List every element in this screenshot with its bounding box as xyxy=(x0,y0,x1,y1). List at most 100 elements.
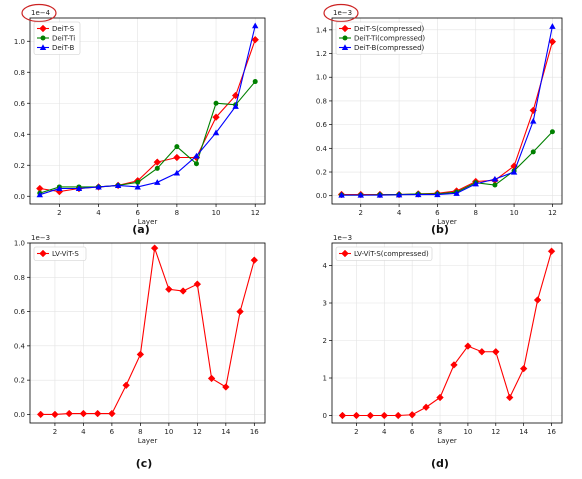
legend-marker xyxy=(39,249,47,258)
axes-frame xyxy=(29,17,266,205)
legend-marker xyxy=(40,35,46,41)
y-tick-label: 0.6 xyxy=(14,308,26,316)
y-tick-label: 0.6 xyxy=(316,121,328,129)
data-point xyxy=(510,168,518,175)
data-point xyxy=(549,23,556,29)
y-tick-label: 1.4 xyxy=(316,26,328,34)
y-tick-label: 0.8 xyxy=(14,69,25,77)
x-tick-label: 4 xyxy=(382,428,387,436)
data-point xyxy=(93,409,102,418)
axes-frame xyxy=(331,17,563,205)
x-tick-label: 2 xyxy=(359,209,363,217)
data-point xyxy=(252,79,258,85)
data-point xyxy=(150,244,159,252)
x-tick-label: 6 xyxy=(135,209,140,217)
x-tick-label: 16 xyxy=(547,428,556,436)
data-point xyxy=(422,403,430,412)
data-point xyxy=(213,100,219,106)
x-tick-label: 10 xyxy=(212,209,221,217)
x-tick-label: 10 xyxy=(164,428,173,436)
x-tick-label: 8 xyxy=(474,209,478,217)
data-point xyxy=(154,179,161,185)
data-point xyxy=(415,191,422,198)
scale-highlight-ellipse xyxy=(21,3,57,23)
data-point xyxy=(236,307,244,316)
x-tick-label: 10 xyxy=(463,428,472,436)
data-point xyxy=(212,113,220,121)
axis-scale-label: 1e−3 xyxy=(333,9,352,17)
legend-entry: DeiT-B xyxy=(52,44,75,52)
series-line-0 xyxy=(342,251,553,417)
y-tick-label: 0 xyxy=(323,412,327,420)
data-point xyxy=(492,182,498,188)
series-line-0 xyxy=(39,39,256,193)
y-tick-label: 0.2 xyxy=(316,169,327,177)
data-point xyxy=(36,191,43,198)
data-point xyxy=(395,191,403,198)
data-point xyxy=(338,411,347,420)
data-point xyxy=(134,183,141,190)
chart-panel-0: 2 4 6 8 10 120.00.20.40.60.81.0Layer1e−4DeiT-… xyxy=(14,3,266,236)
y-tick-label: 0.4 xyxy=(14,131,26,139)
chart-panel-2: 2 4 6 8 10 12 14 16 0.0 0.2 0.4 0.6 0.8 1.0 Layer 1e−3L… xyxy=(14,234,266,470)
data-point xyxy=(357,191,364,198)
legend-box xyxy=(33,246,87,261)
data-point xyxy=(174,144,180,150)
data-point xyxy=(232,103,239,109)
panel-caption: (a) xyxy=(132,223,149,236)
legend-entry: LV-ViT-S(compressed) xyxy=(354,250,429,258)
data-point xyxy=(453,190,460,196)
legend-entry: DeiT-Ti(compressed) xyxy=(354,35,425,43)
y-tick-label: 1.0 xyxy=(14,240,25,248)
y-tick-label: 0.8 xyxy=(14,274,25,282)
x-tick-label: 14 xyxy=(221,428,230,436)
x-axis-label: Layer xyxy=(437,437,457,445)
y-tick-label: 0.8 xyxy=(316,97,327,105)
x-tick-label: 2 xyxy=(57,209,61,217)
panel-caption: (d) xyxy=(431,457,449,470)
axis-scale-label: 1e−4 xyxy=(31,9,51,17)
y-tick-label: 0.2 xyxy=(14,162,25,170)
data-point xyxy=(193,280,202,288)
x-tick-label: 8 xyxy=(138,428,142,436)
y-tick-label: 1 xyxy=(323,375,327,383)
panel-caption: (c) xyxy=(136,457,153,470)
data-point xyxy=(251,35,259,44)
data-point xyxy=(165,285,173,294)
legend-box xyxy=(33,21,81,55)
legend-marker xyxy=(341,24,349,33)
legend-marker xyxy=(39,44,47,51)
series-line-2 xyxy=(341,26,553,196)
y-tick-label: 1.0 xyxy=(316,74,327,82)
x-tick-label: 12 xyxy=(251,209,260,217)
data-point xyxy=(338,191,345,198)
axis-scale-label: 1e−3 xyxy=(31,234,50,242)
x-tick-label: 10 xyxy=(510,209,519,217)
x-tick-label: 2 xyxy=(53,428,57,436)
data-point xyxy=(173,153,181,162)
y-tick-label: 0.0 xyxy=(316,192,327,200)
x-axis-label: Layer xyxy=(437,218,457,226)
axes-frame xyxy=(331,242,563,424)
data-point xyxy=(36,410,45,419)
data-point xyxy=(136,350,145,359)
data-point xyxy=(472,180,479,187)
data-point xyxy=(193,152,200,159)
y-tick-label: 0.4 xyxy=(316,145,328,153)
data-point xyxy=(75,185,83,192)
x-tick-label: 4 xyxy=(397,209,402,217)
series-line-1 xyxy=(341,131,553,196)
y-tick-label: 2 xyxy=(323,337,327,345)
data-point xyxy=(408,410,416,419)
data-point xyxy=(135,179,141,185)
legend-box xyxy=(335,246,433,261)
y-tick-label: 1.0 xyxy=(14,38,25,46)
data-point xyxy=(222,383,230,391)
legend-entry: LV-ViT-S xyxy=(52,250,79,258)
data-point xyxy=(533,296,542,304)
series-line-0 xyxy=(40,247,255,415)
data-point xyxy=(79,409,88,418)
axes-frame xyxy=(29,242,266,424)
data-point xyxy=(352,411,361,420)
data-point xyxy=(505,393,514,402)
